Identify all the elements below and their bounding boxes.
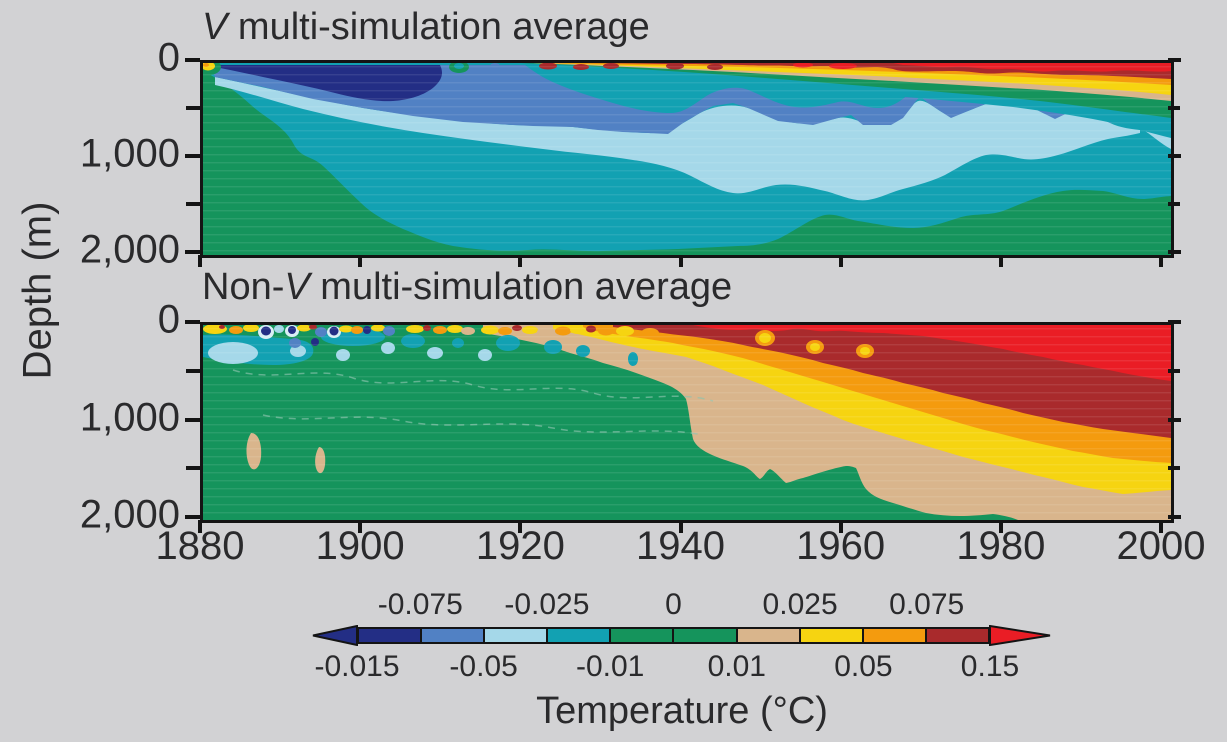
x-tick bbox=[998, 520, 1003, 533]
y-tick-label: 2,000 bbox=[79, 492, 180, 537]
y-tick bbox=[185, 417, 200, 422]
y-tick-label: 2,000 bbox=[79, 227, 180, 272]
y-minor-tick bbox=[186, 106, 200, 110]
x-tick bbox=[358, 255, 363, 267]
colorbar-bottom-label: 0.15 bbox=[960, 650, 1020, 683]
x-tick bbox=[678, 255, 683, 267]
y-minor-tick bbox=[1168, 202, 1180, 206]
bottom-panel-title: Non-V multi-simulation average bbox=[202, 266, 732, 309]
colorbar-segment bbox=[548, 629, 612, 642]
y-tick-label: 1,000 bbox=[79, 131, 180, 176]
top-panel-title: V multi-simulation average bbox=[202, 6, 650, 49]
title-rest: multi-simulation average bbox=[309, 266, 733, 308]
y-tick bbox=[1168, 320, 1181, 324]
x-tick bbox=[198, 520, 202, 533]
y-tick bbox=[185, 515, 200, 519]
y-minor-tick bbox=[186, 368, 200, 373]
colorbar-top-label: 0.075 bbox=[889, 588, 965, 621]
x-tick-label: 1920 bbox=[475, 524, 565, 568]
x-tick bbox=[198, 255, 202, 267]
x-tick bbox=[358, 520, 363, 533]
colorbar-segment bbox=[926, 629, 988, 642]
colorbar-segment bbox=[422, 629, 486, 642]
top-contour-panel bbox=[200, 60, 1174, 258]
colorbar-title: Temperature (°C) bbox=[536, 690, 828, 732]
x-tick-label: 1880 bbox=[155, 524, 245, 568]
colorbar-segment bbox=[674, 629, 738, 642]
colorbar-right-arrow bbox=[989, 625, 1051, 646]
x-tick-label: 1940 bbox=[636, 524, 725, 568]
y-tick-label: 1,000 bbox=[79, 395, 180, 440]
colorbar-top-label: 0.025 bbox=[762, 588, 838, 621]
colorbar-segment bbox=[863, 629, 927, 642]
colorbar-top-label: 0 bbox=[665, 588, 682, 621]
colorbar-bottom-label: 0.01 bbox=[707, 650, 766, 683]
colorbar-top-label: -0.075 bbox=[377, 588, 463, 621]
title-prefix: Non- bbox=[202, 266, 285, 308]
x-tick-label: 1900 bbox=[315, 524, 405, 568]
x-tick bbox=[518, 255, 523, 267]
colorbar-segment bbox=[359, 629, 423, 642]
y-tick-label: 0 bbox=[157, 297, 180, 342]
x-tick bbox=[838, 520, 843, 533]
x-tick bbox=[838, 255, 843, 267]
top-contour-plot bbox=[203, 63, 1171, 255]
y-tick-label: 0 bbox=[157, 35, 180, 80]
y-minor-tick bbox=[186, 202, 200, 206]
y-tick bbox=[185, 154, 200, 158]
title-rest: multi-simulation average bbox=[227, 6, 650, 48]
x-tick bbox=[998, 255, 1003, 267]
colorbar-bottom-label: -0.015 bbox=[314, 650, 400, 683]
colorbar-segment bbox=[611, 629, 675, 642]
x-tick bbox=[1159, 255, 1163, 267]
title-italic-v: V bbox=[202, 6, 228, 48]
x-tick-label: 2000 bbox=[1116, 524, 1206, 568]
x-tick bbox=[1159, 520, 1163, 533]
colorbar bbox=[357, 627, 990, 644]
title-italic-v: V bbox=[284, 266, 310, 308]
y-tick bbox=[1168, 250, 1181, 254]
colorbar-segment bbox=[485, 629, 549, 642]
bottom-contour-panel bbox=[200, 322, 1174, 523]
y-tick bbox=[1168, 154, 1181, 158]
colorbar-left-arrow bbox=[312, 625, 358, 646]
y-tick bbox=[1168, 58, 1181, 62]
y-minor-tick bbox=[186, 466, 200, 471]
colorbar-bottom-label: -0.01 bbox=[575, 650, 645, 683]
y-tick bbox=[1168, 515, 1181, 519]
y-tick bbox=[1168, 417, 1181, 422]
colorbar-bottom-label: 0.05 bbox=[834, 650, 893, 683]
colorbar-bottom-label: -0.05 bbox=[449, 650, 518, 683]
x-tick bbox=[518, 520, 523, 533]
x-tick-label: 1980 bbox=[956, 524, 1046, 568]
bottom-contour-plot bbox=[203, 325, 1171, 520]
y-minor-tick bbox=[1168, 106, 1180, 110]
y-minor-tick bbox=[1168, 368, 1180, 373]
colorbar-segment bbox=[800, 629, 864, 642]
x-tick-label: 1960 bbox=[796, 524, 886, 568]
colorbar-top-label: -0.025 bbox=[504, 588, 590, 621]
y-tick bbox=[185, 58, 200, 62]
colorbar-segment bbox=[737, 629, 801, 642]
x-tick bbox=[678, 520, 683, 533]
y-tick bbox=[185, 250, 200, 254]
y-minor-tick bbox=[1168, 466, 1180, 471]
y-tick bbox=[185, 320, 200, 324]
